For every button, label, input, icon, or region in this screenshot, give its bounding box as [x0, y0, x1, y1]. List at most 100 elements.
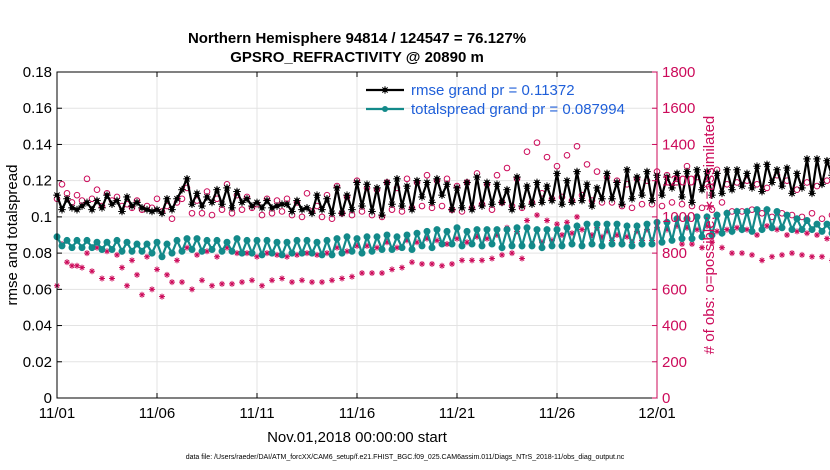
obs-assimilated-point: [779, 251, 785, 258]
totalspread-point: [133, 240, 141, 248]
obs-assimilated-point: [814, 232, 820, 238]
y-right-tick-label: 1400: [662, 136, 695, 153]
obs-possible-point: [668, 199, 676, 206]
rmse-point-marker: [798, 184, 806, 192]
totalspread-point: [788, 226, 796, 234]
rmse-point-marker: [378, 211, 386, 219]
totalspread-point: [323, 236, 331, 244]
obs-assimilated-point: [419, 260, 425, 267]
rmse-point-marker: [708, 191, 716, 199]
totalspread-point: [798, 226, 806, 234]
obs-possible-point: [493, 171, 501, 179]
totalspread-point: [753, 206, 761, 214]
rmse-point-marker: [813, 155, 821, 163]
totalspread-point: [263, 236, 271, 244]
rmse-point-marker: [533, 178, 541, 187]
legend: rmse grand pr = 0.11372 totalspread grand…: [366, 82, 625, 118]
totalspread-point: [73, 236, 81, 244]
obs-possible-point: [828, 212, 830, 218]
rmse-point-marker: [123, 193, 131, 201]
rmse-point-marker: [393, 175, 401, 183]
obs-assimilated-point: [429, 260, 435, 267]
rmse-point-marker: [558, 200, 566, 209]
totalspread-point: [518, 242, 526, 250]
rmse-point-marker: [313, 191, 321, 199]
totalspread-point: [178, 247, 186, 255]
totalspread-point: [578, 242, 586, 250]
rmse-point-marker: [788, 189, 796, 198]
rmse-point-marker: [603, 169, 611, 178]
obs-assimilated-point: [464, 239, 470, 246]
obs-assimilated-point: [179, 279, 185, 286]
rmse-point-marker: [513, 173, 521, 181]
rmse-point-marker: [173, 194, 181, 203]
totalspread-point: [598, 242, 606, 250]
rmse-point-marker: [488, 200, 496, 209]
totalspread-point: [338, 249, 346, 257]
obs-possible-point: [758, 209, 766, 217]
rmse-point-marker: [358, 202, 366, 210]
obs-assimilated-point: [754, 232, 760, 238]
totalspread-point: [473, 226, 481, 234]
obs-possible-point: [708, 206, 716, 213]
rmse-point-marker: [778, 182, 786, 190]
obs-assimilated-point: [554, 221, 560, 228]
obs-assimilated-point: [284, 253, 290, 260]
rmse-point-marker: [288, 207, 296, 216]
axis-ticks: 11/01 11/06 11/11 11/16 11/21 11/26 12/0100.02…: [23, 64, 696, 422]
obs-assimilated-point: [69, 262, 75, 269]
obs-possible-point: [753, 180, 761, 188]
totalspread-point: [443, 227, 451, 235]
obs-assimilated-point: [239, 279, 245, 286]
totalspread-point: [243, 236, 251, 244]
x-tick-label: 12/01: [638, 405, 676, 422]
rmse-point-marker: [693, 166, 701, 174]
totalspread-point: [288, 249, 296, 257]
totalspread-point: [628, 242, 636, 250]
obs-assimilated-point: [509, 250, 515, 257]
rmse-point-marker: [738, 182, 746, 190]
rmse-point-marker: [373, 184, 381, 192]
obs-possible-point: [823, 177, 830, 184]
totalspread-point: [428, 244, 436, 252]
totalspread-point: [113, 236, 121, 244]
obs-assimilated-point: [369, 270, 375, 277]
obs-assimilated-point: [329, 277, 335, 284]
legend-rmse-label: rmse grand pr = 0.11372: [411, 82, 575, 99]
rmse-point-marker: [308, 209, 316, 218]
y-left-tick-label: 0.12: [23, 173, 52, 190]
rmse-point-marker: [408, 205, 416, 214]
rmse-point-marker: [368, 207, 376, 216]
rmse-point-marker: [783, 164, 791, 172]
obs-possible-point: [808, 209, 816, 217]
totalspread-point: [668, 236, 676, 244]
totalspread-point: [98, 245, 106, 253]
obs-assimilated-point: [299, 277, 305, 284]
obs-assimilated-point: [459, 257, 465, 264]
obs-assimilated-point: [84, 250, 90, 257]
totalspread-point: [273, 238, 281, 246]
obs-assimilated-point: [174, 257, 180, 264]
obs-assimilated-point: [389, 266, 395, 273]
rmse-point-marker: [108, 200, 116, 209]
rmse-point-marker: [713, 169, 721, 178]
totalspread-point: [768, 224, 776, 232]
obs-assimilated-point: [129, 257, 135, 264]
totalspread-point: [228, 247, 236, 255]
rmse-point-marker: [438, 191, 446, 199]
totalspread-point: [373, 233, 381, 241]
obs-assimilated-point: [339, 275, 345, 282]
obs-possible-point: [543, 153, 551, 161]
rmse-point-marker: [538, 198, 546, 207]
y-left-tick-label: 0.18: [23, 64, 52, 81]
x-tick-label: 11/01: [39, 405, 75, 422]
obs-possible-point: [678, 200, 686, 208]
obs-assimilated-point: [374, 244, 380, 251]
obs-assimilated-point: [279, 275, 285, 282]
totalspread-point: [378, 245, 386, 253]
obs-possible-point: [573, 142, 581, 150]
obs-assimilated-point: [124, 282, 130, 289]
rmse-point-marker: [703, 167, 711, 176]
totalspread-point: [278, 251, 286, 259]
obs-possible-point: [208, 211, 216, 219]
